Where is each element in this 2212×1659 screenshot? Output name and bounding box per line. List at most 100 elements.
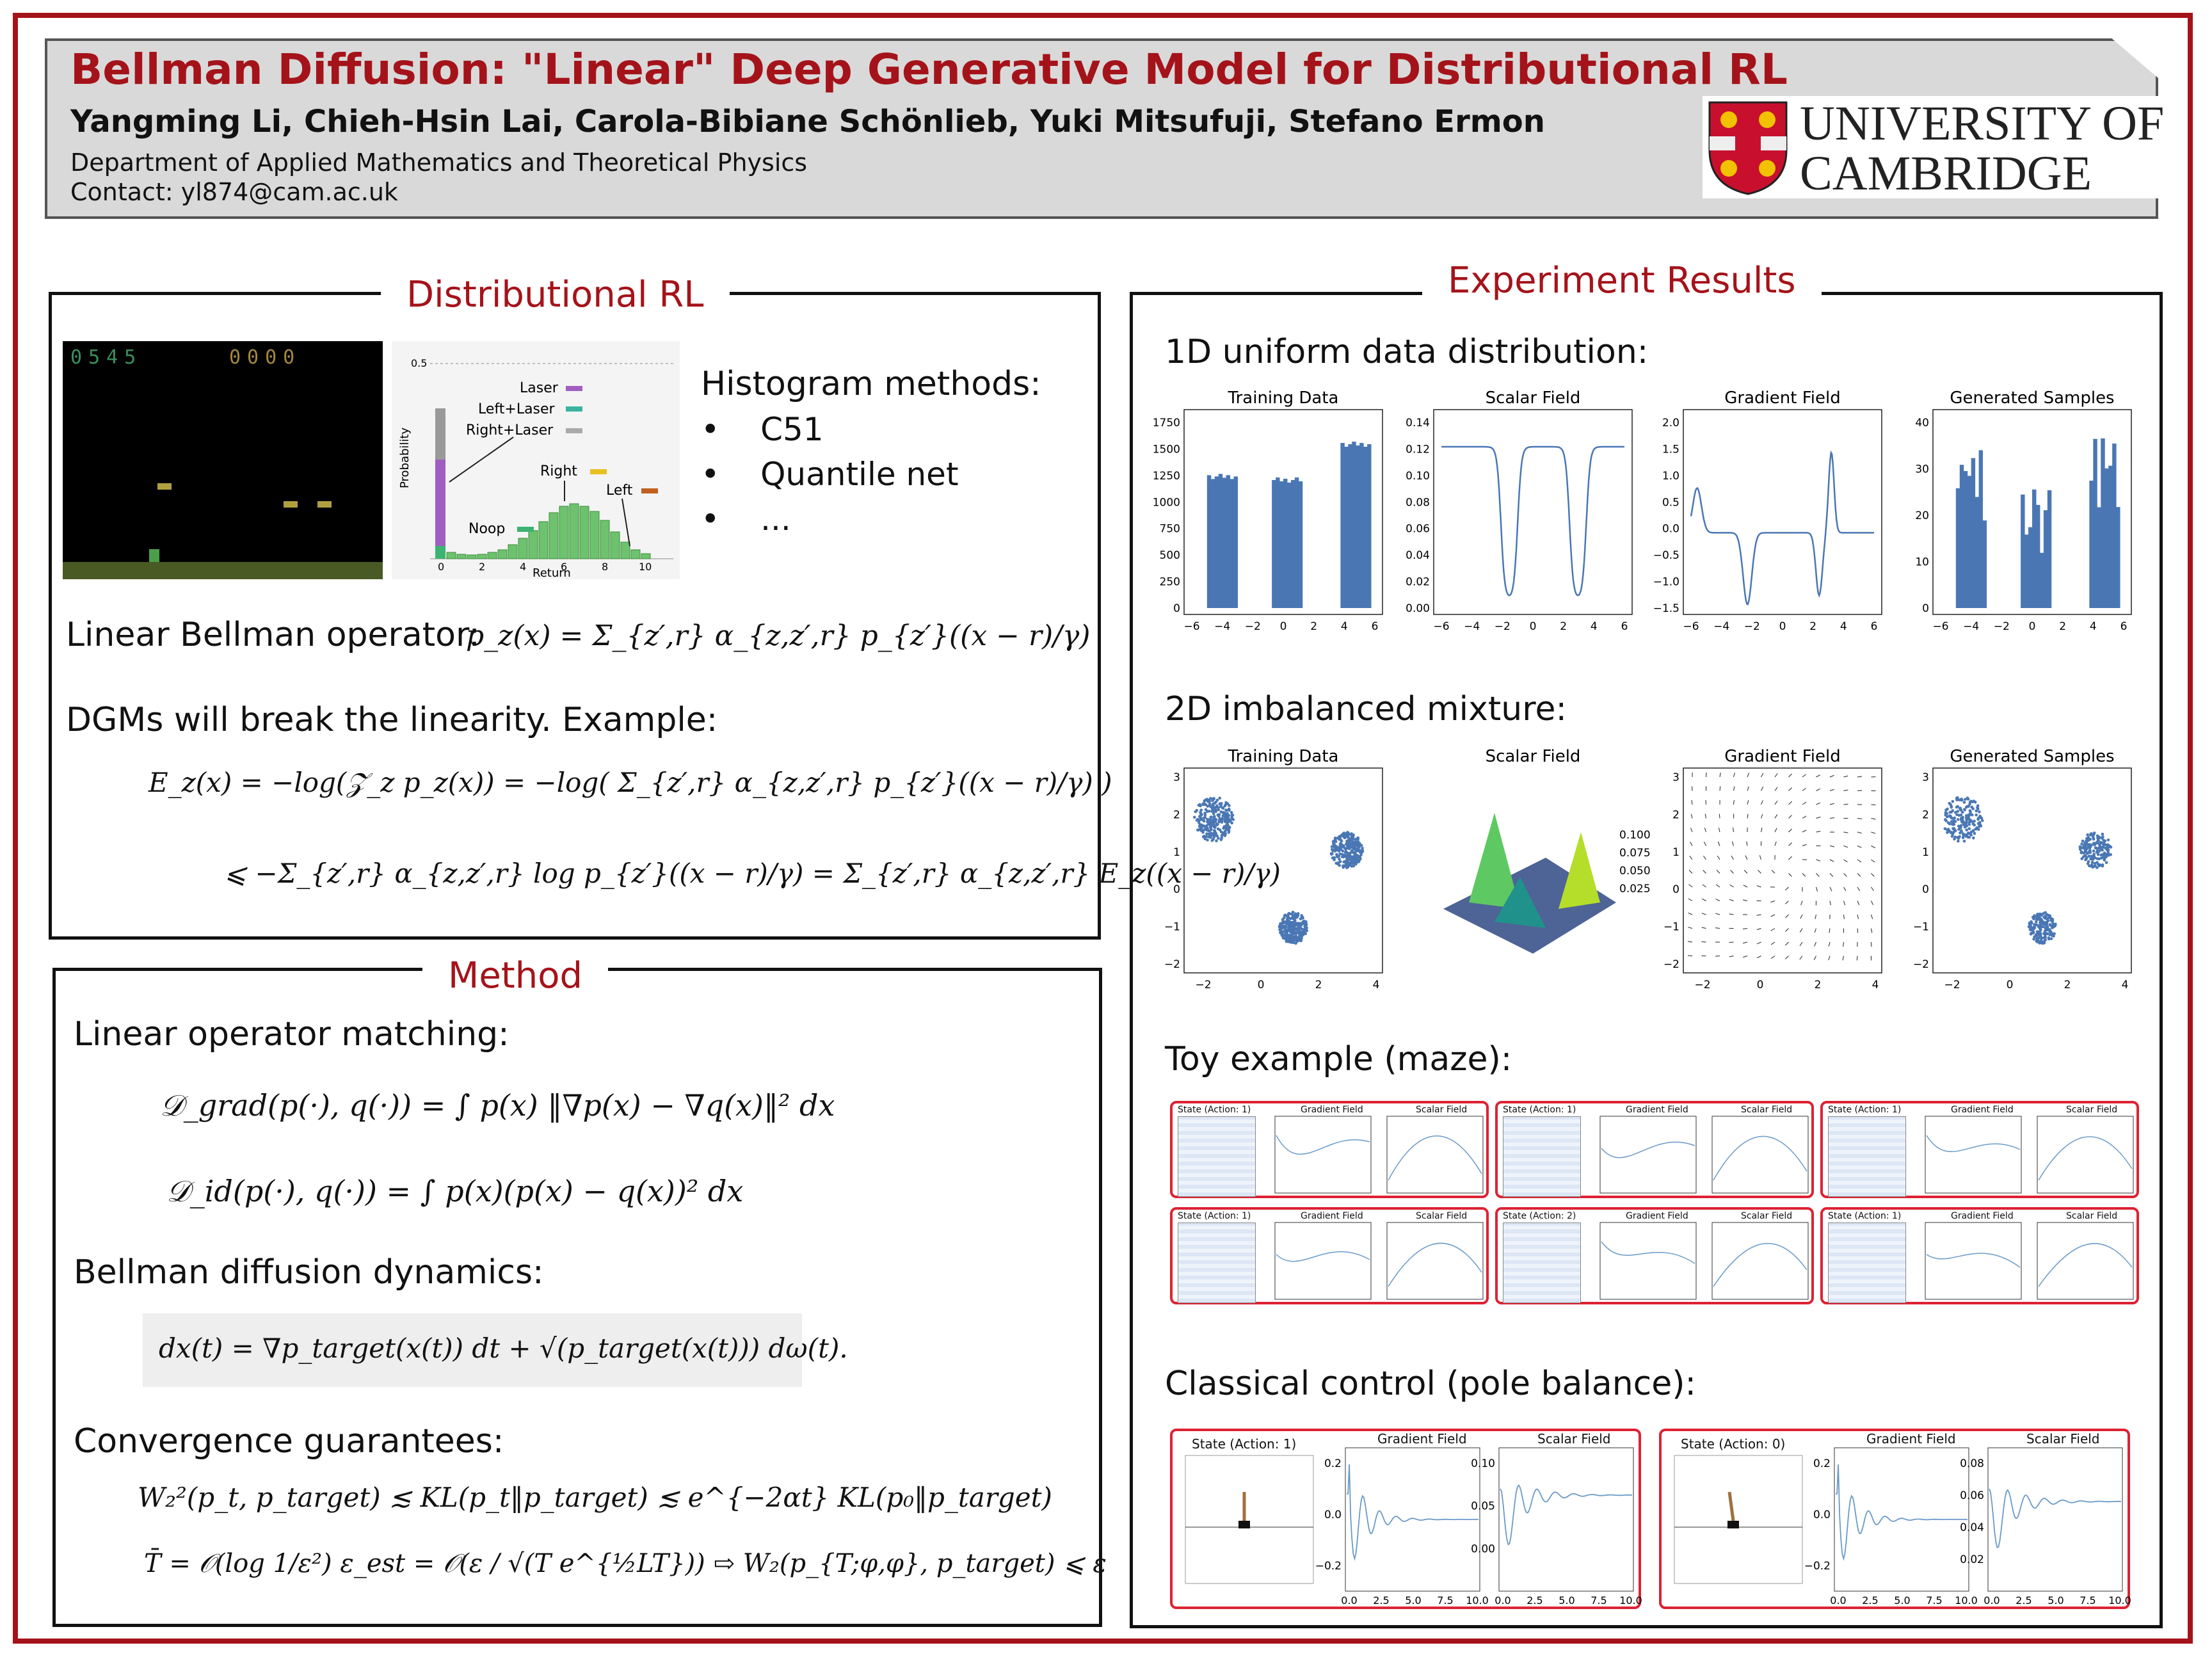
sample-point [1957, 824, 1960, 828]
sample-point [1973, 819, 1976, 823]
scalar-field-line [1441, 445, 1624, 597]
xtick-label: −2 [1245, 620, 1261, 633]
sample-point [2048, 914, 2051, 918]
vector-arrow [1743, 885, 1748, 888]
sample-point [1221, 806, 1224, 810]
ytick-label: 0 [1173, 883, 1180, 896]
ytick-label: 0.04 [1960, 1521, 1984, 1534]
sample-point [2086, 833, 2089, 837]
histogram-bar [1279, 481, 1284, 608]
sample-point [1962, 801, 1966, 804]
sample-point [1336, 855, 1339, 858]
xtick-label: −2 [1744, 620, 1760, 633]
sample-point [1964, 816, 1968, 820]
xtick-label: −4 [1963, 620, 1979, 633]
histogram-bar [1344, 447, 1349, 608]
pole-grad-label: Gradient Field [1866, 1431, 1956, 1447]
sample-point [1209, 824, 1212, 828]
vector-arrow [1802, 815, 1807, 819]
dgm-equation-1: E_z(x) = −log(𝒵_z p_z(x)) = −log( Σ_{z′,… [148, 767, 1112, 798]
sample-point [1197, 821, 1201, 824]
ytick-label: 1 [1672, 846, 1679, 859]
sample-point [2033, 915, 2037, 918]
sample-point [1212, 812, 1215, 815]
sample-point [1214, 818, 1218, 821]
sample-point [1949, 830, 1953, 834]
xtick-label: −6 [1932, 620, 1948, 633]
sample-point [2049, 918, 2053, 922]
histogram-bar [1367, 444, 1372, 608]
sample-point [1217, 837, 1220, 840]
contact: Contact: yl874@cam.ac.uk [70, 178, 398, 206]
surface-peak [1495, 877, 1546, 928]
sample-point [1951, 799, 1955, 803]
sample-point [2095, 842, 2098, 845]
sample-point [1971, 807, 1975, 810]
sample-point [2086, 862, 2090, 865]
xtick-label: 0 [1779, 620, 1786, 633]
vector-arrow [1799, 928, 1803, 933]
sample-point [2053, 924, 2057, 928]
sample-point [2092, 865, 2096, 869]
histogram-chart: 0.5 Probability Return 0 2 4 6 8 10 Lase [398, 357, 673, 580]
sample-point [1349, 851, 1352, 855]
vector-arrow [1729, 913, 1734, 915]
maze-grad-label: Gradient Field [1951, 1211, 2014, 1221]
plot-frame [1683, 409, 1882, 615]
crest-icon [1708, 101, 1788, 195]
maze-state-label: State (Action: 1) [1178, 1211, 1251, 1221]
sample-point [1201, 803, 1205, 806]
vector-arrow [1857, 886, 1861, 892]
histogram-bar [1230, 479, 1235, 608]
ytick-label: 0.10 [1406, 470, 1430, 483]
uniform-plots-svg: Training Data02505007501000125015001750−… [1153, 389, 2132, 633]
sample-point [1215, 798, 1219, 802]
xtick-label: −2 [1944, 979, 1960, 991]
mixture-plots-svg: Training Data −2 −1 0 1 2 3 −2 0 2 4 Scalar Field 0.… [1164, 747, 2132, 991]
sample-point [1302, 930, 1305, 933]
sample-point [1344, 851, 1347, 854]
operator-matching-eq1: 𝒟_grad(p(·), q(·)) = ∫ p(x) ‖∇p(x) − ∇q(… [160, 1088, 835, 1123]
sample-point [1203, 837, 1207, 840]
vector-arrow [1774, 787, 1778, 791]
ytick-label: 0.02 [1406, 576, 1430, 589]
histogram-bar [1222, 477, 1227, 608]
sample-point [1334, 862, 1338, 865]
sample-point [1349, 842, 1353, 846]
sample-point [2108, 845, 2112, 849]
vector-arrow [1704, 813, 1706, 819]
sample-point [2102, 841, 2105, 845]
ytick-label: −2 [1164, 958, 1180, 971]
vector-arrow [1800, 914, 1803, 919]
histogram-bar [1233, 476, 1238, 608]
xtick-label: 0 [1258, 979, 1265, 991]
sample-point [1287, 920, 1291, 924]
sample-point [1969, 833, 1973, 837]
histogram-bar [2089, 480, 2094, 608]
ytick-label: 0 [1173, 602, 1180, 615]
sample-point [2032, 937, 2035, 941]
plot-title: Scalar Field [1486, 747, 1581, 766]
vector-arrow [1788, 815, 1792, 819]
sample-point [2048, 928, 2051, 932]
sample-point [2045, 917, 2048, 920]
return-histogram: 0.5 Probability Return 0 2 4 6 8 10 Lase [392, 341, 680, 580]
sample-point [2040, 936, 2043, 940]
sample-point [2040, 913, 2043, 917]
uniform-plot-3: Generated Samples 0 10 20 30 40 −6 −4 −2 0 2 4 6 [1915, 389, 2132, 633]
sample-point [1338, 835, 1342, 838]
hist-xticks: 0 2 4 6 8 10 [438, 561, 652, 573]
ytick-label: 1 [1173, 846, 1180, 859]
vector-arrow [1719, 813, 1720, 819]
vector-arrow [1788, 842, 1792, 846]
authors: Yangming Li, Chieh-Hsin Lai, Carola-Bibi… [70, 104, 1545, 140]
sample-point [1223, 817, 1226, 821]
pole-scalar-label: Scalar Field [2026, 1431, 2100, 1447]
sample-point [2102, 838, 2105, 842]
plot-title: Training Data [1228, 389, 1339, 408]
sample-point [2090, 844, 2093, 847]
xtick-label: −6 [1433, 620, 1449, 633]
vector-arrow [1715, 913, 1720, 915]
sample-point [1304, 932, 1308, 936]
sample-point [1956, 810, 1960, 813]
